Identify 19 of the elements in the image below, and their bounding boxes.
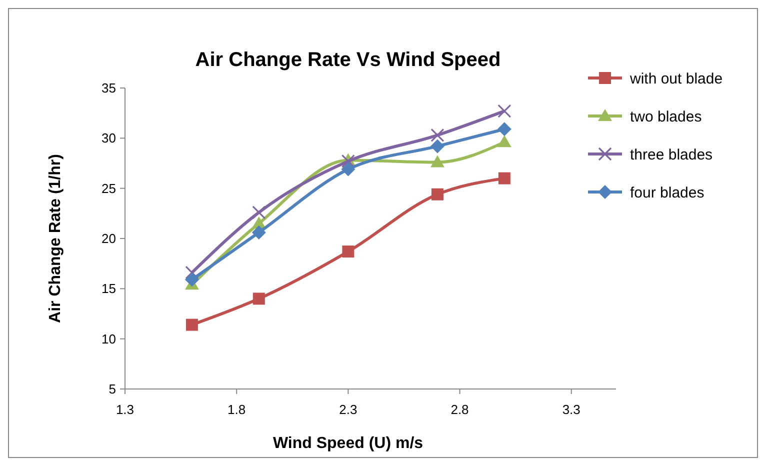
y-tick-label: 20 (102, 231, 116, 246)
y-axis-title: Air Change Rate (1/hr) (47, 154, 64, 323)
x-tick-label: 2.8 (450, 402, 469, 417)
legend-label: three blades (630, 146, 713, 164)
x-axis-title: Wind Speed (U) m/s (272, 435, 424, 452)
y-tick-label: 30 (102, 130, 116, 146)
y-tick-label: 10 (102, 331, 116, 346)
y-tick-label: 5 (108, 382, 116, 397)
y-tick-label: 25 (102, 180, 116, 196)
chart-title: Air Change Rate Vs Wind Speed (195, 49, 501, 71)
x-tick-label: 2.3 (339, 402, 358, 417)
y-tick-label: 35 (102, 80, 116, 96)
y-tick-label: 15 (102, 281, 116, 296)
legend-label: with out blade (629, 70, 723, 88)
legend-label: two blades (630, 108, 702, 126)
x-tick-label: 3.3 (562, 402, 580, 417)
legend-label: four blades (630, 184, 704, 202)
x-tick-label: 1.8 (228, 402, 246, 417)
x-tick-label: 1.3 (116, 402, 134, 417)
